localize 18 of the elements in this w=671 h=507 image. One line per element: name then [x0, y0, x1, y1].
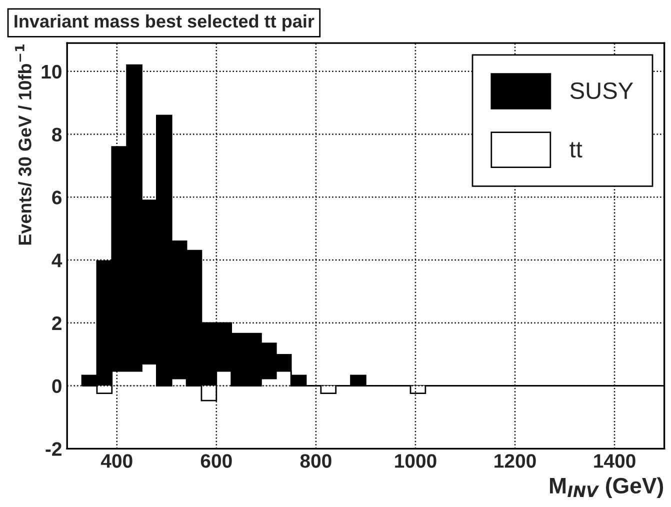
y-tick-label: -2	[46, 442, 62, 456]
y-tick-label: 4	[52, 254, 62, 268]
y-tick-label: 0	[52, 379, 62, 394]
chart-title: Invariant mass best selected tt pair	[14, 14, 314, 32]
x-tick-label: 1000	[395, 454, 436, 468]
legend-label: SUSY	[570, 82, 634, 100]
x-tick-label: 1400	[594, 454, 636, 468]
y-tick-label: 8	[52, 128, 62, 142]
y-tick-label: 2	[52, 316, 62, 330]
x-tick-label: 1200	[494, 454, 536, 468]
x-tick-label: 400	[100, 454, 132, 468]
x-tick-label: 600	[200, 454, 232, 468]
y-tick-label: 10	[42, 64, 62, 79]
x-tick-label: 800	[300, 454, 332, 468]
y-tick-label: 6	[52, 190, 62, 204]
y-axis-title: Events/ 30 GeV / 10fb$^{−1}$	[15, 44, 32, 245]
x-axis-title: M$_{INV}$ (GeV)	[550, 477, 664, 498]
legend-label: tt	[570, 142, 582, 158]
